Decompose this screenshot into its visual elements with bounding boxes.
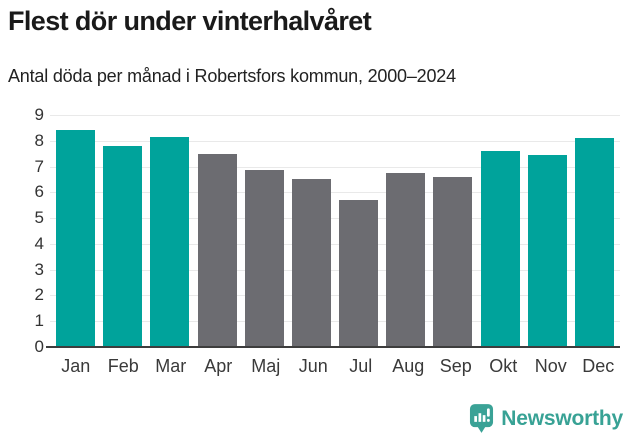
bar-jun — [291, 179, 331, 347]
gridline-1 — [50, 321, 620, 323]
x-axis-line — [46, 346, 620, 348]
y-tick-label-5: 5 — [34, 208, 44, 228]
bar-column-apr — [194, 115, 241, 347]
y-tick-label-3: 3 — [34, 259, 44, 279]
bar-column-jul — [335, 115, 382, 347]
bar-jan — [56, 130, 96, 347]
gridline-7 — [50, 166, 620, 168]
plot-area — [46, 115, 620, 348]
gridline-9 — [50, 115, 620, 116]
bar-column-mar — [146, 115, 193, 347]
bar-jul — [339, 200, 379, 347]
bar-aug — [386, 173, 426, 347]
y-tick-label-4: 4 — [34, 233, 44, 253]
gridline-6 — [50, 192, 620, 194]
bar-column-maj — [241, 115, 288, 347]
chart-subtitle: Antal döda per månad i Robertsfors kommu… — [8, 66, 456, 86]
newsworthy-logo-icon — [470, 404, 494, 433]
bar-column-jun — [288, 115, 335, 347]
x-tick-label-okt: Okt — [489, 356, 518, 376]
x-axis: Jan Feb Mar Apr Maj Jun Jul Aug Sep Okt Nov Dec — [50, 356, 624, 377]
bars — [50, 115, 620, 347]
gridline-2 — [50, 295, 620, 297]
chart-title: Flest dör under vinterhalvåret — [8, 6, 372, 36]
x-tick-label-apr: Apr — [204, 356, 233, 376]
x-tick-label-maj: Maj — [251, 356, 281, 376]
x-tick-label-dec: Dec — [582, 356, 615, 376]
bar-column-aug — [382, 115, 429, 347]
x-tick-label-jan: Jan — [61, 356, 91, 376]
x-tick-label-aug: Aug — [392, 356, 425, 376]
y-tick-label-6: 6 — [34, 182, 44, 202]
footer-logo: Newsworthy — [469, 403, 623, 434]
bar-column-okt — [477, 115, 524, 347]
bar-apr — [197, 153, 237, 347]
bar-column-sep — [429, 115, 476, 347]
gridline-5 — [50, 218, 620, 220]
bar-feb — [103, 145, 143, 347]
x-tick-label-nov: Nov — [534, 356, 567, 376]
bar-maj — [244, 170, 284, 347]
bar-column-nov — [524, 115, 571, 347]
bar-mar — [150, 136, 190, 347]
newsworthy-logo-text: Newsworthy — [501, 406, 623, 430]
gridline-8 — [50, 140, 620, 142]
bar-dec — [574, 138, 614, 347]
bar-column-dec — [571, 115, 618, 347]
y-tick-label-7: 7 — [34, 156, 44, 176]
bar-nov — [527, 154, 567, 347]
x-tick-label-sep: Sep — [439, 356, 472, 376]
x-tick-label-jun: Jun — [298, 356, 328, 376]
x-tick-label-feb: Feb — [107, 356, 139, 376]
y-tick-label-8: 8 — [34, 130, 44, 150]
gridline-3 — [50, 269, 620, 271]
bar-column-feb — [99, 115, 146, 347]
y-tick-label-0: 0 — [34, 337, 44, 356]
x-tick-label-mar: Mar — [155, 356, 187, 376]
y-tick-label-9: 9 — [34, 105, 44, 124]
bar-column-jan — [52, 115, 99, 347]
y-tick-label-1: 1 — [34, 311, 44, 331]
x-tick-label-jul: Jul — [349, 356, 373, 376]
bar-okt — [480, 151, 520, 347]
gridline-4 — [50, 243, 620, 245]
y-axis: 0 1 2 3 4 5 6 7 8 9 — [0, 105, 44, 356]
y-tick-label-2: 2 — [34, 285, 44, 305]
bar-sep — [433, 176, 473, 347]
